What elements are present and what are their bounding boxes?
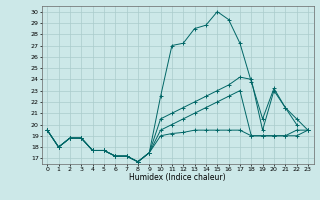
X-axis label: Humidex (Indice chaleur): Humidex (Indice chaleur) <box>129 173 226 182</box>
